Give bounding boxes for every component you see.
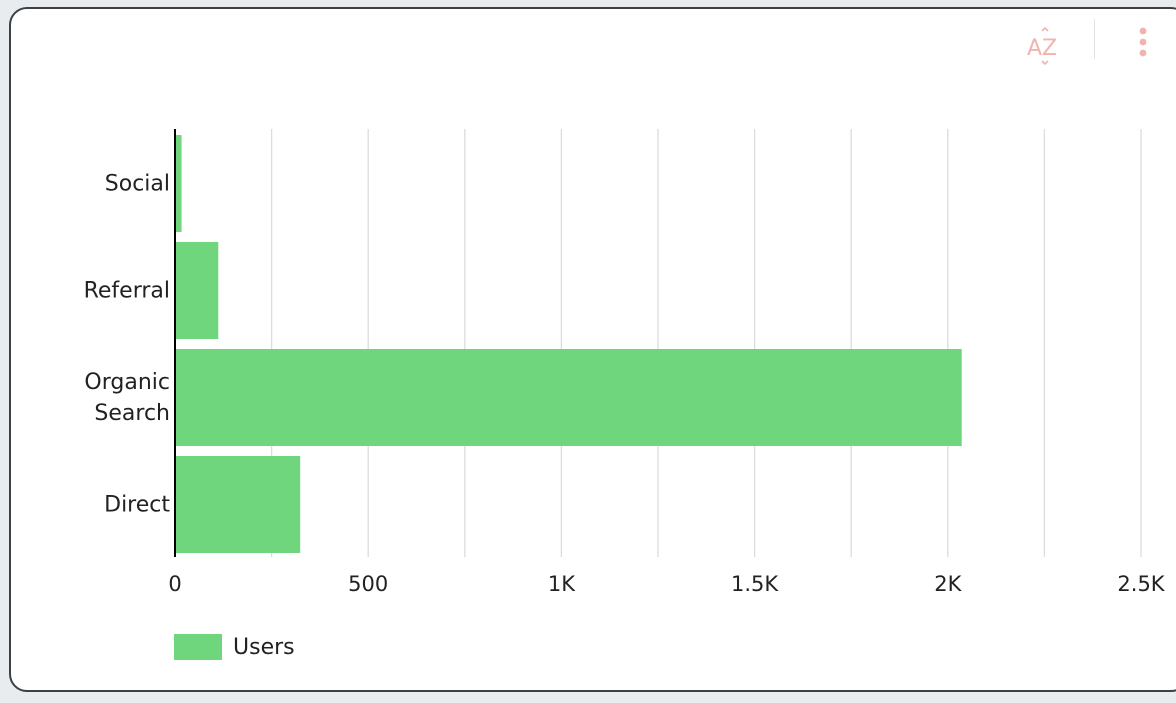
axis-labels: 0 500 1K 1.5K 2K 2.5K Social Referral Organic Sea… — [84, 172, 1166, 597]
x-tick-label: 1.5K — [731, 572, 779, 596]
more-vertical-icon — [1139, 27, 1147, 57]
toolbar-divider — [1094, 19, 1095, 59]
y-category-label: Organic — [84, 370, 170, 395]
x-tick-label: 0 — [168, 572, 181, 596]
x-tick-label: 2K — [934, 572, 962, 596]
x-tick-label: 500 — [348, 572, 388, 596]
legend-label-users: Users — [233, 634, 295, 660]
chart-legend: Users — [174, 633, 295, 661]
bar-social[interactable] — [175, 135, 182, 232]
bar-chart: 0 500 1K 1.5K 2K 2.5K Social Referral Organic Sea… — [84, 129, 1166, 597]
x-tick-label: 2.5K — [1117, 572, 1165, 596]
y-category-label: Referral — [84, 279, 170, 304]
gridlines — [270, 129, 1142, 557]
y-category-label: Search — [94, 401, 170, 426]
sort-az-button[interactable]: AZ — [1023, 26, 1067, 67]
more-menu-button[interactable] — [1128, 23, 1158, 67]
bar-referral[interactable] — [175, 242, 219, 339]
sort-az-icon: AZ — [1027, 26, 1057, 66]
y-category-label: Social — [105, 172, 170, 197]
y-category-label: Direct — [104, 493, 170, 518]
bar-direct[interactable] — [175, 456, 301, 553]
sort-az-text: AZ — [1027, 36, 1057, 61]
x-tick-label: 1K — [548, 572, 576, 596]
chart-card: 0 500 1K 1.5K 2K 2.5K Social Referral Organic Sea… — [9, 7, 1176, 692]
bar-organic-search[interactable] — [175, 349, 962, 446]
legend-swatch-users — [174, 634, 222, 660]
bars — [175, 135, 962, 553]
